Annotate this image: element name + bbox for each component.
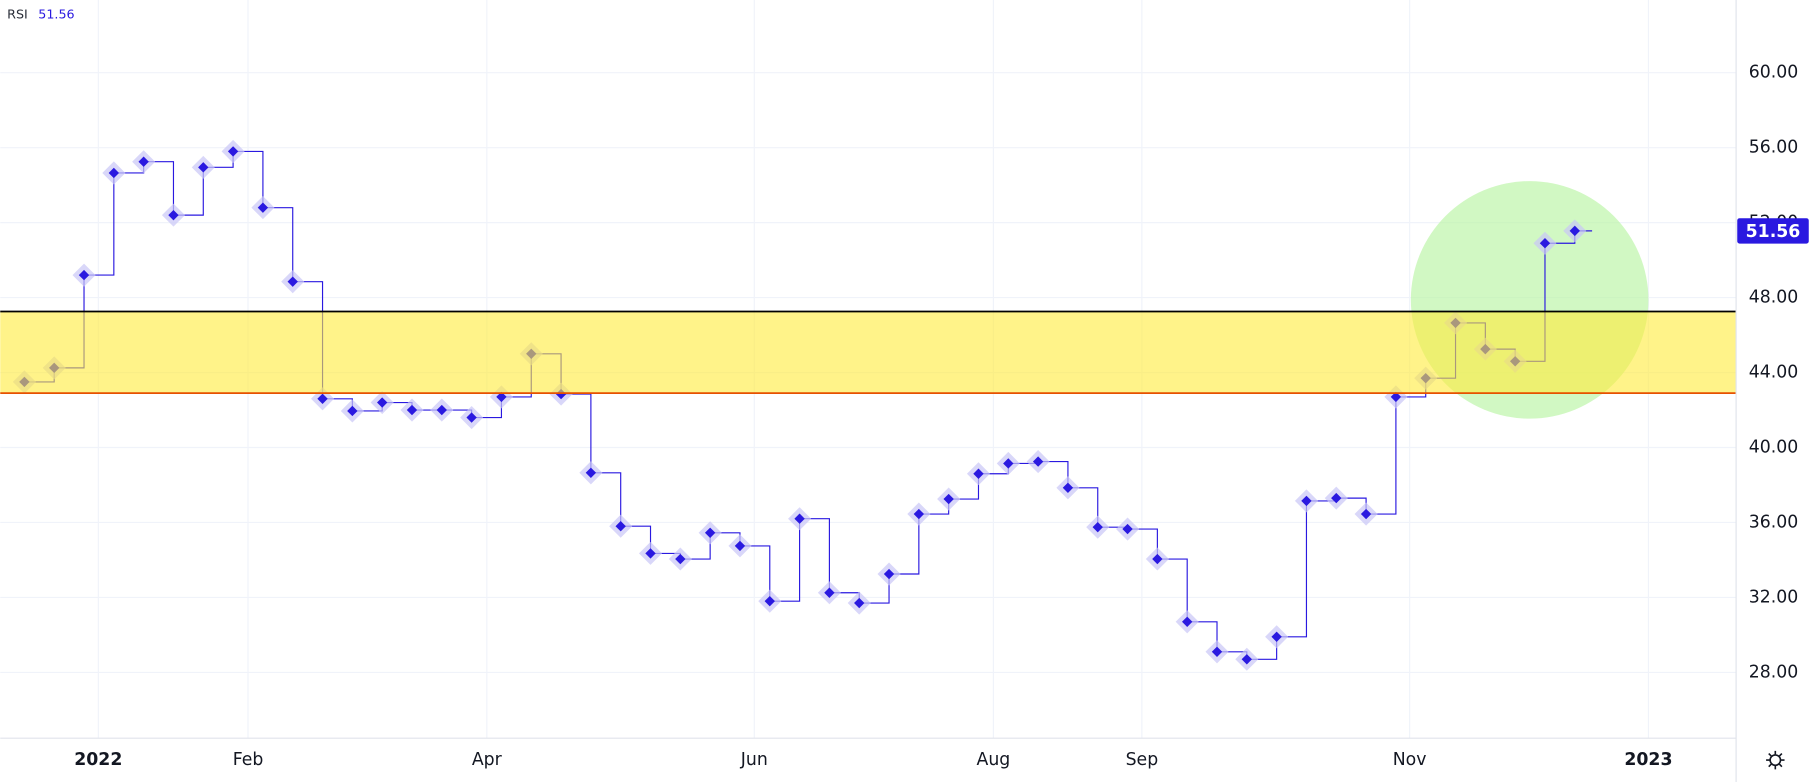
band xyxy=(0,310,1737,395)
step-segment xyxy=(590,472,622,527)
x-tick-label: Aug xyxy=(977,750,1011,770)
step-segment xyxy=(769,518,801,602)
point xyxy=(734,540,746,552)
gear-teeth xyxy=(1766,750,1785,770)
point xyxy=(347,405,358,417)
point xyxy=(883,568,895,580)
x-tick-label: Sep xyxy=(1126,750,1159,770)
step-segment xyxy=(1366,396,1397,515)
step-segment xyxy=(173,167,204,216)
point xyxy=(1182,616,1193,627)
point xyxy=(615,521,626,532)
point xyxy=(973,468,984,479)
y-tick-label: 48.00 xyxy=(1749,288,1799,308)
point xyxy=(824,587,835,598)
step-segment xyxy=(1276,500,1308,638)
step-segment xyxy=(561,393,592,473)
point xyxy=(1539,238,1551,249)
point xyxy=(168,209,179,221)
level-band xyxy=(0,311,1737,394)
point xyxy=(794,513,805,524)
point xyxy=(1331,492,1342,504)
point xyxy=(675,553,686,565)
axes: 28.0032.0036.0040.0044.0048.0052.0056.00… xyxy=(74,63,1809,770)
step-segment xyxy=(739,545,771,602)
x-tick-label: Feb xyxy=(233,750,264,770)
y-tick-label: 44.00 xyxy=(1749,363,1799,383)
step-segment xyxy=(84,172,115,276)
point xyxy=(1301,495,1312,507)
point xyxy=(913,508,925,520)
point xyxy=(1241,654,1253,665)
point xyxy=(645,548,656,559)
point xyxy=(257,202,269,213)
x-tick-label: 2023 xyxy=(1624,750,1672,770)
point xyxy=(1003,458,1014,469)
x-tick-label: 2022 xyxy=(74,750,122,770)
last-value-box xyxy=(1737,218,1809,244)
gear-icon xyxy=(1769,754,1782,767)
settings-button[interactable] xyxy=(1766,750,1785,770)
point xyxy=(943,493,954,505)
step-segment xyxy=(1157,558,1188,622)
x-tick-label: Nov xyxy=(1393,750,1427,770)
point xyxy=(317,393,328,404)
step-segment xyxy=(799,518,830,593)
y-tick-label: 32.00 xyxy=(1749,587,1799,607)
y-tick-label: 40.00 xyxy=(1749,438,1799,458)
indicator-value: 51.56 xyxy=(38,6,74,21)
point xyxy=(764,595,775,607)
point xyxy=(854,597,865,609)
y-tick-label: 56.00 xyxy=(1749,138,1799,158)
point xyxy=(198,162,209,173)
point xyxy=(1271,631,1282,642)
y-tick-label: 60.00 xyxy=(1749,63,1799,83)
point xyxy=(1211,646,1223,657)
step-segment xyxy=(262,207,294,282)
plot xyxy=(12,139,1593,671)
x-tick-label: Apr xyxy=(472,750,503,770)
y-tick-label: 36.00 xyxy=(1749,512,1799,532)
last-value-label: 51.56 xyxy=(1746,222,1801,242)
y-tick-label: 28.00 xyxy=(1749,662,1799,682)
step-segment xyxy=(143,161,175,216)
indicator-name: RSI xyxy=(7,6,28,21)
point xyxy=(1360,508,1372,520)
point xyxy=(704,527,716,538)
x-tick-label: Jun xyxy=(740,750,768,770)
point xyxy=(1569,225,1580,237)
